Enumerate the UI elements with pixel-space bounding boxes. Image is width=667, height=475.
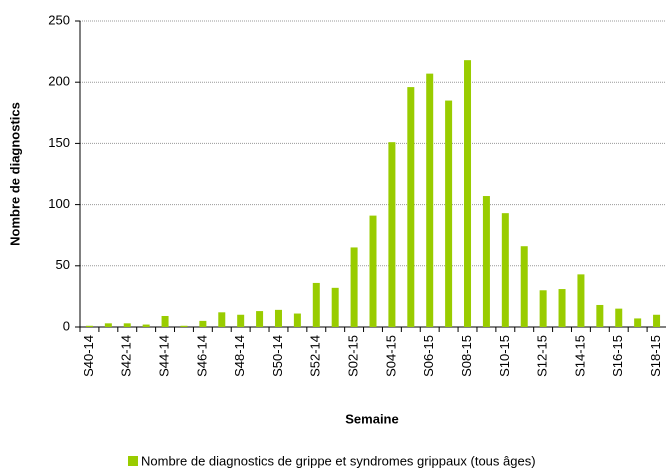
y-tick-label: 150 bbox=[48, 135, 70, 150]
bar bbox=[426, 73, 434, 327]
bar bbox=[482, 196, 490, 327]
bar bbox=[407, 87, 415, 327]
x-tick-label: S18-15 bbox=[648, 335, 663, 377]
y-axis-title: Nombre de diagnostics bbox=[7, 102, 22, 246]
y-tick-label: 50 bbox=[56, 257, 70, 272]
x-tick-label: S04-15 bbox=[383, 335, 398, 377]
bar bbox=[445, 100, 453, 327]
x-tick-label: S48-14 bbox=[232, 335, 247, 377]
x-tick-label: S40-14 bbox=[81, 335, 96, 377]
x-tick-label: S42-14 bbox=[119, 335, 134, 377]
x-tick-label: S08-15 bbox=[459, 335, 474, 377]
bar bbox=[312, 282, 320, 327]
bar bbox=[501, 213, 509, 327]
bar bbox=[577, 274, 585, 327]
x-tick-label: S12-15 bbox=[535, 335, 550, 377]
bar bbox=[161, 315, 169, 327]
x-tick-label: S06-15 bbox=[421, 335, 436, 377]
bar bbox=[596, 304, 604, 327]
x-tick-label: S14-15 bbox=[572, 335, 587, 377]
bar bbox=[350, 247, 358, 327]
x-tick-label: S16-15 bbox=[610, 335, 625, 377]
x-axis-title: Semaine bbox=[345, 411, 398, 426]
bar bbox=[199, 320, 207, 327]
bar bbox=[256, 311, 264, 327]
bar bbox=[615, 308, 623, 327]
x-tick-label: S10-15 bbox=[497, 335, 512, 377]
x-tick-label: S50-14 bbox=[270, 335, 285, 377]
legend-swatch bbox=[128, 456, 138, 466]
bar bbox=[123, 323, 131, 327]
bar bbox=[388, 142, 396, 327]
bar bbox=[369, 215, 377, 327]
bar bbox=[558, 289, 566, 327]
bar bbox=[104, 323, 112, 327]
y-tick-label: 250 bbox=[48, 12, 70, 27]
bar bbox=[331, 287, 339, 327]
x-tick-label: S44-14 bbox=[157, 335, 172, 377]
bar bbox=[539, 290, 547, 327]
x-tick-label: S52-14 bbox=[308, 335, 323, 377]
bar bbox=[237, 314, 245, 327]
y-tick-label: 200 bbox=[48, 74, 70, 89]
y-tick-label: 100 bbox=[48, 196, 70, 211]
bar bbox=[653, 314, 661, 327]
bar bbox=[218, 312, 226, 327]
bar bbox=[634, 318, 642, 327]
x-tick-label: S02-15 bbox=[346, 335, 361, 377]
bar bbox=[464, 60, 472, 327]
bar bbox=[274, 309, 282, 327]
bar bbox=[142, 324, 150, 327]
bar bbox=[85, 325, 93, 327]
x-tick-label: S46-14 bbox=[194, 335, 209, 377]
legend-label: Nombre de diagnostics de grippe et syndr… bbox=[141, 453, 536, 468]
bar bbox=[293, 313, 301, 327]
bar bbox=[180, 325, 188, 327]
y-tick-label: 0 bbox=[63, 318, 70, 333]
bar bbox=[520, 246, 528, 327]
